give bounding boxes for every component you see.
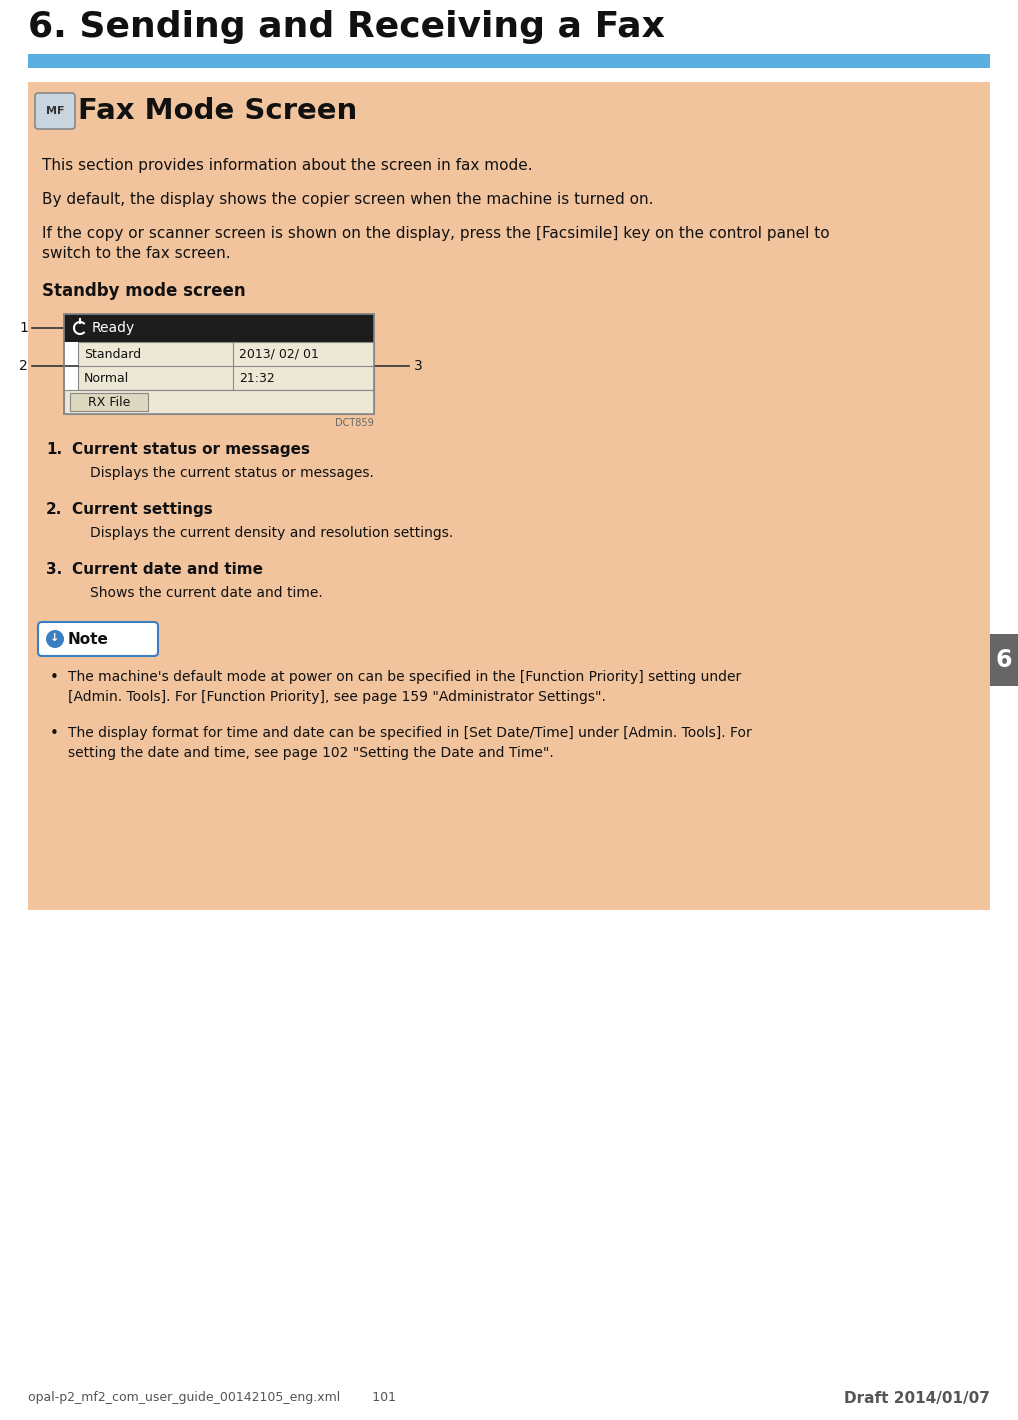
Text: Displays the current density and resolution settings.: Displays the current density and resolut… bbox=[90, 525, 453, 540]
Bar bbox=[64, 314, 374, 415]
FancyBboxPatch shape bbox=[35, 92, 75, 129]
Text: 1.: 1. bbox=[46, 442, 62, 457]
Text: The display format for time and date can be specified in [Set Date/Time] under [: The display format for time and date can… bbox=[68, 726, 751, 740]
Text: 3.: 3. bbox=[46, 562, 62, 577]
Text: opal-p2_mf2_com_user_guide_00142105_eng.xml        101: opal-p2_mf2_com_user_guide_00142105_eng.… bbox=[29, 1392, 396, 1404]
Bar bbox=[29, 82, 989, 138]
Bar bbox=[78, 342, 374, 390]
Circle shape bbox=[46, 630, 64, 648]
Text: By default, the display shows the copier screen when the machine is turned on.: By default, the display shows the copier… bbox=[42, 192, 654, 207]
Text: This section provides information about the screen in fax mode.: This section provides information about … bbox=[42, 158, 532, 173]
Text: RX File: RX File bbox=[88, 396, 130, 409]
Text: DCT859: DCT859 bbox=[335, 417, 374, 427]
Text: Shows the current date and time.: Shows the current date and time. bbox=[90, 586, 323, 601]
Bar bbox=[64, 314, 374, 342]
FancyBboxPatch shape bbox=[70, 393, 148, 410]
Text: Standard: Standard bbox=[84, 348, 142, 361]
Text: •: • bbox=[50, 726, 58, 741]
Text: Standby mode screen: Standby mode screen bbox=[42, 283, 245, 300]
Bar bbox=[29, 82, 989, 910]
Text: 1: 1 bbox=[19, 321, 29, 335]
Text: Displays the current status or messages.: Displays the current status or messages. bbox=[90, 466, 374, 480]
Text: 2013/ 02/ 01: 2013/ 02/ 01 bbox=[239, 348, 319, 361]
Bar bbox=[64, 314, 374, 415]
Text: setting the date and time, see page 102 "Setting the Date and Time".: setting the date and time, see page 102 … bbox=[68, 746, 554, 760]
Text: Note: Note bbox=[68, 632, 109, 646]
Text: •: • bbox=[50, 670, 58, 684]
Text: Normal: Normal bbox=[84, 372, 129, 385]
Text: ↓: ↓ bbox=[50, 633, 60, 643]
Text: [Admin. Tools]. For [Function Priority], see page 159 "Administrator Settings".: [Admin. Tools]. For [Function Priority],… bbox=[68, 690, 606, 704]
Bar bbox=[29, 54, 989, 68]
Text: 3: 3 bbox=[414, 359, 422, 373]
Text: Current settings: Current settings bbox=[72, 503, 213, 517]
Text: Current status or messages: Current status or messages bbox=[72, 442, 310, 457]
Text: MF: MF bbox=[46, 106, 64, 116]
Text: If the copy or scanner screen is shown on the display, press the [Facsimile] key: If the copy or scanner screen is shown o… bbox=[42, 226, 830, 241]
Text: Fax Mode Screen: Fax Mode Screen bbox=[78, 97, 357, 125]
FancyBboxPatch shape bbox=[38, 622, 158, 656]
Text: Ready: Ready bbox=[92, 321, 135, 335]
Text: The machine's default mode at power on can be specified in the [Function Priorit: The machine's default mode at power on c… bbox=[68, 670, 741, 684]
Bar bbox=[64, 391, 374, 415]
Text: switch to the fax screen.: switch to the fax screen. bbox=[42, 246, 231, 261]
Text: 2.: 2. bbox=[46, 503, 62, 517]
Text: 6. Sending and Receiving a Fax: 6. Sending and Receiving a Fax bbox=[29, 10, 665, 44]
Text: Draft 2014/01/07: Draft 2014/01/07 bbox=[844, 1390, 989, 1406]
Bar bbox=[989, 633, 1018, 686]
Text: 6: 6 bbox=[996, 648, 1012, 672]
Text: Current date and time: Current date and time bbox=[72, 562, 263, 577]
Text: 2: 2 bbox=[19, 359, 29, 373]
Text: 21:32: 21:32 bbox=[239, 372, 275, 385]
